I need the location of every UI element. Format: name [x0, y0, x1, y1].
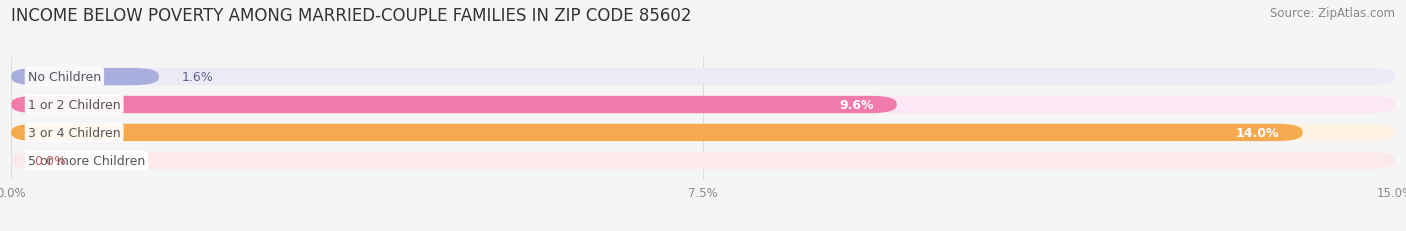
Text: 14.0%: 14.0%: [1236, 126, 1279, 139]
Text: 3 or 4 Children: 3 or 4 Children: [28, 126, 121, 139]
Text: Source: ZipAtlas.com: Source: ZipAtlas.com: [1270, 7, 1395, 20]
FancyBboxPatch shape: [11, 69, 159, 86]
Text: 1 or 2 Children: 1 or 2 Children: [28, 99, 121, 112]
FancyBboxPatch shape: [11, 124, 1302, 142]
Text: 1.6%: 1.6%: [181, 71, 214, 84]
Text: 5 or more Children: 5 or more Children: [28, 154, 145, 167]
Text: 9.6%: 9.6%: [839, 99, 873, 112]
FancyBboxPatch shape: [11, 124, 1395, 142]
Text: INCOME BELOW POVERTY AMONG MARRIED-COUPLE FAMILIES IN ZIP CODE 85602: INCOME BELOW POVERTY AMONG MARRIED-COUPL…: [11, 7, 692, 25]
FancyBboxPatch shape: [11, 69, 1395, 86]
Text: No Children: No Children: [28, 71, 101, 84]
FancyBboxPatch shape: [11, 152, 1395, 169]
FancyBboxPatch shape: [11, 96, 897, 114]
FancyBboxPatch shape: [11, 96, 1395, 114]
Text: 0.0%: 0.0%: [34, 154, 66, 167]
